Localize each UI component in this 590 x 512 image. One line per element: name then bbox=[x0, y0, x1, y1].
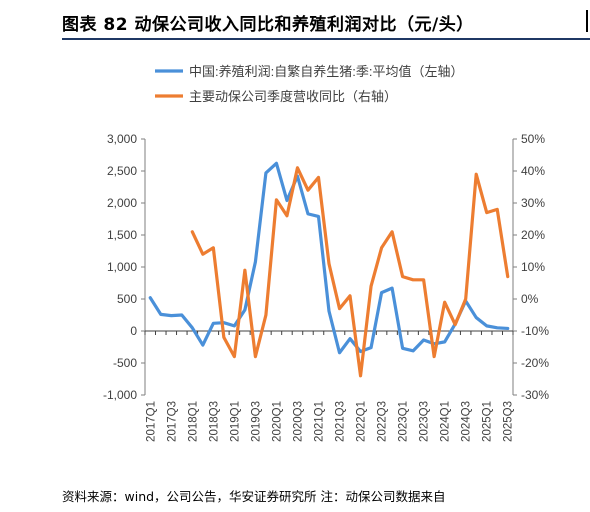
chart-legend: 中国:养殖利润:自繁自养生猪:季:平均值（左轴） 主要动保公司季度营收同比（右轴） bbox=[155, 64, 463, 104]
x-axis-tick-label: 2024Q1 bbox=[440, 401, 452, 442]
x-axis-tick-label: 2017Q1 bbox=[145, 401, 157, 442]
series-line-1 bbox=[148, 161, 510, 355]
left-axis-tick-label: 500 bbox=[117, 292, 137, 306]
x-axis-tick-label: 2018Q3 bbox=[208, 401, 220, 442]
line-chart: 中国:养殖利润:自繁自养生猪:季:平均值（左轴） 主要动保公司季度营收同比（右轴）… bbox=[103, 64, 549, 442]
chart-title: 图表 82 动保公司收入同比和养殖利润对比（元/头） bbox=[62, 15, 474, 35]
left-axis-tick-label: 2,000 bbox=[107, 196, 137, 210]
chart-axes: -1,000 -500 0 500 1,000 1,500 2,000 2,500 3,000 -… bbox=[103, 132, 549, 442]
right-axis-tick-label: 30% bbox=[521, 196, 545, 210]
chart-series bbox=[148, 161, 510, 378]
right-axis-tick-label: -20% bbox=[521, 356, 549, 370]
x-axis-tick-label: 2019Q3 bbox=[250, 401, 262, 442]
x-axis-tick-label: 2023Q3 bbox=[419, 401, 431, 442]
x-axis-tick-label: 2018Q1 bbox=[187, 401, 199, 442]
legend-label-1: 中国:养殖利润:自繁自养生猪:季:平均值（左轴） bbox=[189, 64, 463, 79]
left-axis-tick-label: -500 bbox=[113, 356, 137, 370]
x-axis-tick-label: 2022Q3 bbox=[377, 401, 389, 442]
source-note: 资料来源：wind，公司公告，华安证券研究所 注：动保公司数据来自 bbox=[62, 489, 446, 504]
right-axis-tick-label: -30% bbox=[521, 388, 549, 402]
title-divider bbox=[62, 38, 590, 40]
x-axis-tick-label: 2017Q3 bbox=[166, 401, 178, 442]
x-axis-tick-label: 2023Q1 bbox=[398, 401, 410, 442]
right-axis-tick-label: 0% bbox=[521, 292, 539, 306]
x-axis-tick-label: 2020Q3 bbox=[292, 401, 304, 442]
right-axis-tick-label: -10% bbox=[521, 324, 549, 338]
title-marker bbox=[586, 10, 588, 32]
left-axis-tick-label: 1,000 bbox=[107, 260, 137, 274]
x-axis-tick-label: 2019Q1 bbox=[229, 401, 241, 442]
right-axis-tick-label: 20% bbox=[521, 228, 545, 242]
left-axis-tick-label: 0 bbox=[130, 324, 137, 338]
left-axis-tick-label: 2,500 bbox=[107, 164, 137, 178]
right-axis-tick-label: 40% bbox=[521, 164, 545, 178]
x-axis-tick-label: 2021Q1 bbox=[313, 401, 325, 442]
x-axis-tick-label: 2020Q1 bbox=[271, 401, 283, 442]
x-axis-tick-label: 2025Q3 bbox=[503, 401, 515, 442]
x-axis-tick-label: 2025Q1 bbox=[482, 401, 494, 442]
x-axis-tick-label: 2021Q3 bbox=[335, 401, 347, 442]
x-axis-tick-label: 2024Q3 bbox=[461, 401, 473, 442]
legend-label-2: 主要动保公司季度营收同比（右轴） bbox=[189, 89, 397, 104]
left-axis-tick-label: 3,000 bbox=[107, 132, 137, 146]
right-axis-tick-label: 10% bbox=[521, 260, 545, 274]
right-axis-tick-label: 50% bbox=[521, 132, 545, 146]
x-axis-tick-label: 2022Q1 bbox=[356, 401, 368, 442]
left-axis-tick-label: -1,000 bbox=[103, 388, 137, 402]
left-axis-tick-label: 1,500 bbox=[107, 228, 137, 242]
series-line-2 bbox=[190, 166, 510, 378]
